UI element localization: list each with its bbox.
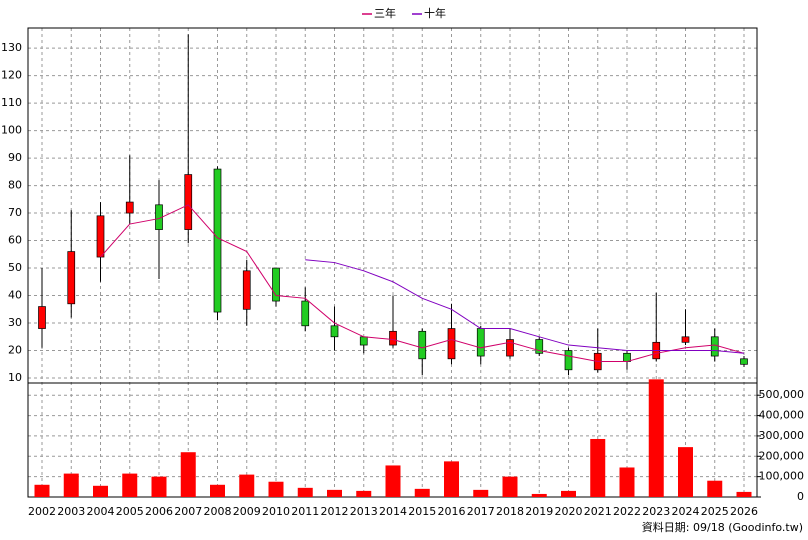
- y-tick-label: 110: [1, 96, 22, 109]
- y-tick-label: 20: [8, 344, 22, 357]
- x-tick-label: 2012: [321, 505, 349, 518]
- x-tick-label: 2022: [613, 505, 641, 518]
- x-tick-label: 2013: [350, 505, 378, 518]
- x-tick-label: 2026: [730, 505, 758, 518]
- y-tick-label: 120: [1, 69, 22, 82]
- y-tick-label: 60: [8, 234, 22, 247]
- candle-body: [535, 339, 544, 354]
- candle-body: [213, 168, 222, 313]
- x-tick-label: 2005: [116, 505, 144, 518]
- x-tick-label: 2018: [496, 505, 524, 518]
- volume-bar: [619, 467, 635, 497]
- volume-bar: [210, 484, 225, 497]
- volume-bar: [736, 491, 752, 497]
- y-tick-label: 70: [8, 206, 22, 219]
- candle-body: [184, 174, 193, 230]
- candle-body: [418, 330, 427, 360]
- x-tick-label: 2025: [701, 505, 729, 518]
- x-tick-label: 2011: [291, 505, 319, 518]
- volume-bar: [34, 484, 50, 497]
- x-tick-label: 2023: [642, 505, 670, 518]
- y-tick-label: 130: [1, 41, 22, 54]
- candle-body: [125, 201, 134, 214]
- volume-bar: [678, 447, 693, 497]
- x-tick-label: 2008: [204, 505, 232, 518]
- candle-body: [359, 336, 368, 346]
- volume-bar: [93, 485, 108, 497]
- volume-bar: [297, 487, 313, 497]
- candle-body: [710, 336, 719, 357]
- y-tick-label: 90: [8, 151, 22, 164]
- volume-bar: [707, 480, 723, 497]
- candle-body: [272, 267, 280, 302]
- volume-bar: [327, 489, 342, 497]
- candle-body: [476, 328, 485, 357]
- volume-bar: [180, 452, 196, 497]
- x-tick-label: 2006: [145, 505, 173, 518]
- candle-body: [447, 328, 456, 360]
- candle-body: [740, 358, 748, 365]
- y-tick-label: 10: [8, 371, 22, 384]
- y2-tick-label: 200,000: [759, 449, 805, 462]
- x-tick-label: 2017: [467, 505, 495, 518]
- x-tick-label: 2009: [233, 505, 261, 518]
- y2-tick-label: 500,000: [759, 388, 805, 401]
- x-tick-label: 2019: [525, 505, 553, 518]
- volume-bar: [239, 474, 255, 497]
- x-tick-label: 2003: [57, 505, 85, 518]
- candle-body: [389, 330, 397, 346]
- x-tick-label: 2002: [28, 505, 56, 518]
- y2-tick-label: 0: [797, 490, 804, 503]
- candle-body: [681, 336, 690, 343]
- legend-label: 三年: [374, 6, 396, 20]
- candle-body: [623, 352, 631, 362]
- volume-bar: [414, 488, 430, 497]
- volume-bar: [356, 490, 372, 497]
- volume-bar: [590, 438, 606, 497]
- volume-bar: [648, 379, 664, 497]
- y-tick-label: 40: [8, 289, 22, 302]
- volume-bar: [473, 489, 489, 497]
- y-tick-label: 50: [8, 261, 22, 274]
- x-tick-label: 2014: [379, 505, 407, 518]
- x-tick-label: 2007: [174, 505, 202, 518]
- legend-label: 十年: [424, 6, 446, 20]
- candle-body: [506, 339, 514, 357]
- y-tick-label: 100: [1, 124, 22, 137]
- x-tick-label: 2010: [262, 505, 290, 518]
- y2-tick-label: 100,000: [759, 470, 805, 483]
- x-tick-label: 2021: [584, 505, 612, 518]
- y-tick-label: 80: [8, 179, 22, 192]
- y2-tick-label: 400,000: [759, 409, 805, 422]
- candle-body: [96, 215, 105, 258]
- x-tick-label: 2020: [555, 505, 583, 518]
- volume-bar: [122, 473, 138, 497]
- x-tick-label: 2004: [87, 505, 115, 518]
- ma-line: [305, 259, 745, 354]
- volume-bar: [444, 461, 459, 497]
- volume-bar: [502, 476, 518, 497]
- volume-bar: [63, 473, 79, 497]
- volume-bar: [268, 481, 284, 497]
- candle-body: [564, 350, 573, 371]
- candle-body: [38, 306, 46, 329]
- volume-bar: [385, 465, 401, 497]
- candle-body: [301, 300, 310, 327]
- x-tick-label: 2016: [438, 505, 466, 518]
- y2-tick-label: 300,000: [759, 429, 805, 442]
- x-tick-label: 2024: [672, 505, 700, 518]
- candle-body: [330, 325, 339, 338]
- volume-bar: [531, 493, 547, 497]
- ma-line: [100, 204, 745, 363]
- x-tick-label: 2015: [408, 505, 436, 518]
- y-tick-label: 30: [8, 316, 22, 329]
- volume-bar: [561, 490, 576, 497]
- candle-body: [67, 251, 76, 305]
- candle-body: [242, 270, 251, 310]
- volume-bar: [151, 476, 167, 497]
- footer: 資料日期: 09/18 (Goodinfo.tw): [642, 520, 803, 534]
